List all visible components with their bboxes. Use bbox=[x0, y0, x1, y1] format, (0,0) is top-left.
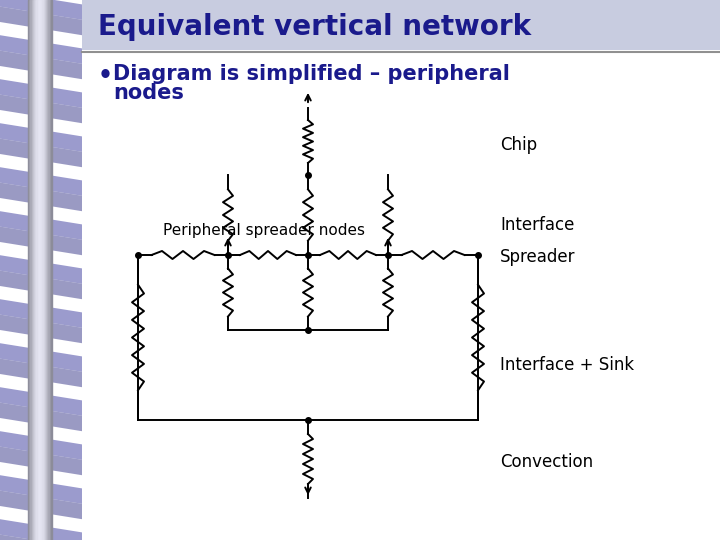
Text: Interface: Interface bbox=[500, 216, 575, 234]
Polygon shape bbox=[0, 79, 82, 108]
Text: Convection: Convection bbox=[500, 453, 593, 471]
Polygon shape bbox=[0, 6, 82, 35]
Bar bbox=[42, 0, 44, 540]
Polygon shape bbox=[0, 271, 82, 299]
Polygon shape bbox=[0, 139, 82, 167]
Polygon shape bbox=[0, 227, 82, 255]
Polygon shape bbox=[0, 183, 82, 211]
Bar bbox=[39, 0, 40, 540]
Polygon shape bbox=[0, 447, 82, 475]
Bar bbox=[41, 0, 42, 540]
Bar bbox=[40, 0, 41, 540]
Bar bbox=[30, 0, 32, 540]
Polygon shape bbox=[0, 123, 82, 152]
Polygon shape bbox=[0, 94, 82, 123]
Bar bbox=[48, 0, 50, 540]
Bar bbox=[28, 0, 30, 540]
Text: Diagram is simplified – peripheral: Diagram is simplified – peripheral bbox=[113, 64, 510, 84]
Polygon shape bbox=[0, 475, 82, 504]
Text: nodes: nodes bbox=[113, 83, 184, 103]
Polygon shape bbox=[0, 315, 82, 343]
Text: Spreader: Spreader bbox=[500, 248, 575, 266]
Bar bbox=[0, 0, 82, 540]
Polygon shape bbox=[0, 387, 82, 416]
Text: Chip: Chip bbox=[500, 136, 537, 154]
Text: Equivalent vertical network: Equivalent vertical network bbox=[98, 13, 531, 41]
Polygon shape bbox=[0, 343, 82, 372]
Polygon shape bbox=[0, 519, 82, 540]
Bar bbox=[34, 0, 35, 540]
Bar bbox=[44, 0, 45, 540]
Polygon shape bbox=[0, 299, 82, 328]
Polygon shape bbox=[0, 35, 82, 64]
Polygon shape bbox=[0, 535, 82, 540]
Polygon shape bbox=[0, 431, 82, 460]
Polygon shape bbox=[0, 51, 82, 79]
Bar bbox=[32, 0, 33, 540]
Polygon shape bbox=[0, 359, 82, 387]
Bar bbox=[37, 0, 39, 540]
Text: Interface + Sink: Interface + Sink bbox=[500, 356, 634, 374]
Polygon shape bbox=[0, 491, 82, 519]
Bar bbox=[46, 0, 48, 540]
Bar bbox=[35, 0, 37, 540]
Polygon shape bbox=[0, 0, 82, 20]
Bar bbox=[51, 0, 52, 540]
Polygon shape bbox=[0, 211, 82, 240]
Polygon shape bbox=[0, 167, 82, 196]
Polygon shape bbox=[0, 403, 82, 431]
Bar bbox=[33, 0, 34, 540]
Text: Peripheral spreader nodes: Peripheral spreader nodes bbox=[163, 222, 365, 238]
Bar bbox=[82, 0, 720, 50]
Bar bbox=[50, 0, 51, 540]
Bar bbox=[45, 0, 46, 540]
Text: •: • bbox=[98, 64, 113, 88]
Polygon shape bbox=[0, 255, 82, 284]
